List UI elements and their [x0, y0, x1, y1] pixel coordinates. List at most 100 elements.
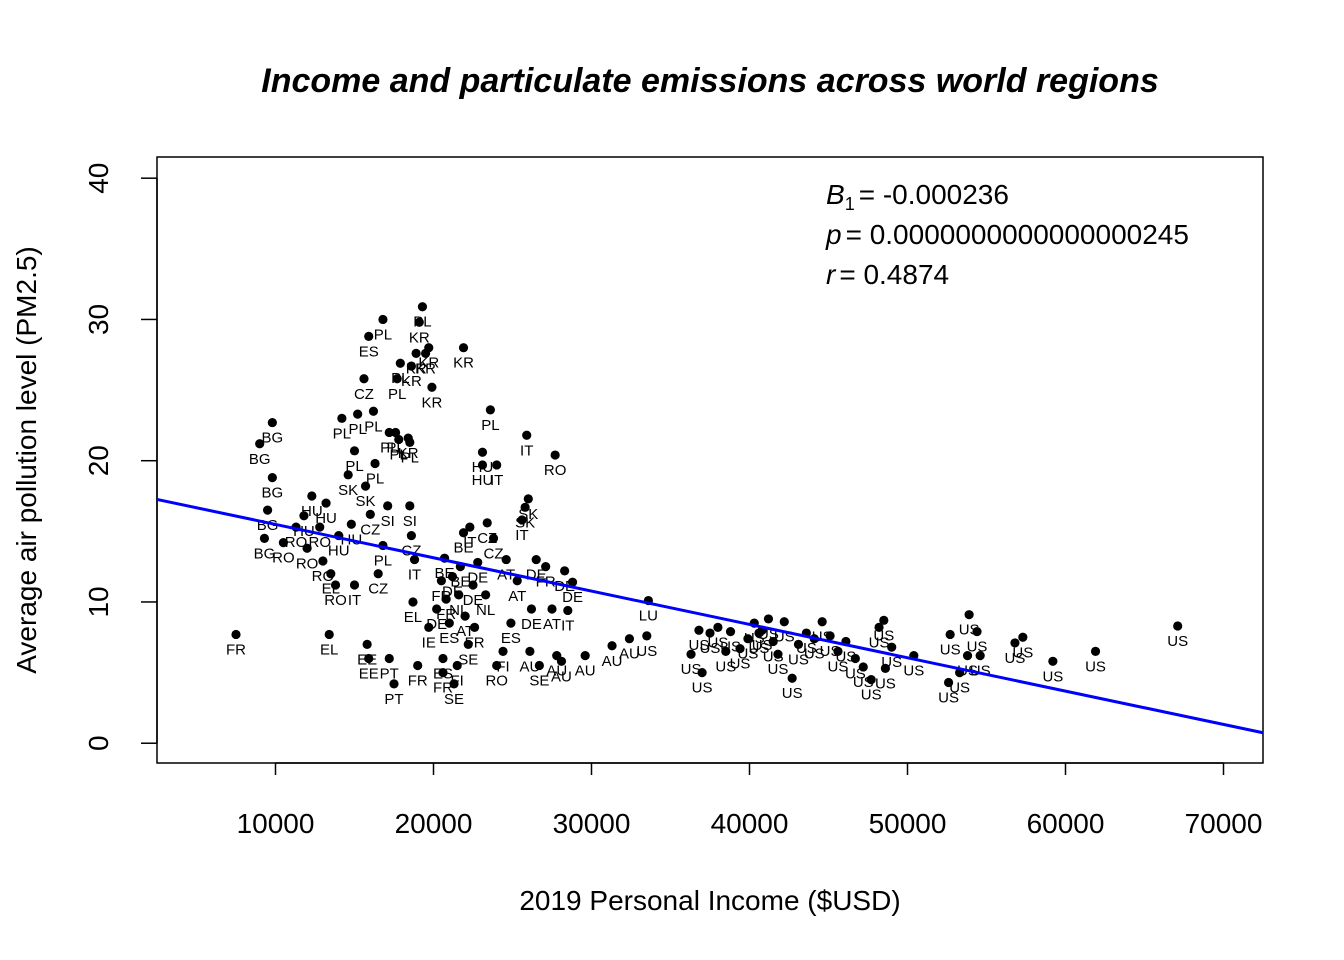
point-label: PL	[386, 439, 404, 456]
point-label: KR	[409, 329, 430, 346]
data-point	[866, 675, 876, 685]
point-label: US	[1005, 650, 1026, 667]
data-point	[964, 610, 974, 620]
point-label: BG	[249, 451, 271, 468]
point-label: US	[737, 646, 758, 663]
data-point	[501, 554, 511, 565]
point-label: BE	[435, 565, 455, 582]
point-label: IT	[463, 534, 476, 551]
data-point	[441, 594, 451, 604]
data-point	[642, 631, 652, 641]
point-label: HU	[328, 543, 350, 560]
point-label: FI	[451, 673, 464, 690]
point-label: BE	[450, 574, 470, 591]
data-point	[1010, 638, 1020, 648]
data-point	[541, 562, 551, 572]
x-tick-label: 10000	[237, 808, 315, 839]
point-label: PL	[348, 421, 366, 438]
point-label: SE	[444, 691, 464, 708]
point-label: HU	[301, 503, 323, 520]
point-label: SK	[338, 482, 358, 499]
data-point	[449, 679, 459, 689]
point-label: US	[861, 687, 882, 704]
point-label: US	[692, 680, 713, 697]
point-label: FR	[465, 634, 485, 651]
point-label: RO	[544, 462, 567, 479]
b1-symbol: B	[826, 179, 845, 210]
data-point	[458, 343, 469, 353]
data-point	[735, 643, 745, 654]
data-point	[321, 498, 331, 508]
data-point	[360, 481, 371, 491]
point-label: IT	[408, 567, 421, 584]
data-point	[405, 501, 415, 511]
point-label: CZ	[354, 386, 374, 403]
data-point	[444, 618, 454, 628]
point-label: PL	[364, 418, 382, 435]
point-label: US	[938, 689, 959, 706]
data-point	[492, 660, 502, 671]
data-point	[607, 641, 617, 651]
point-label: US	[707, 634, 728, 651]
point-label: HU	[472, 459, 494, 476]
point-label: FR	[436, 606, 456, 623]
data-point	[278, 538, 288, 548]
data-point	[880, 663, 890, 673]
data-point	[324, 629, 334, 640]
data-point	[697, 667, 707, 678]
point-label: SI	[403, 513, 417, 530]
point-label: US	[763, 649, 784, 666]
data-point	[694, 625, 704, 635]
point-label: IE	[422, 634, 436, 651]
point-label: PL	[333, 425, 351, 442]
point-label: KR	[415, 360, 436, 377]
x-axis: 10000 20000 30000 40000 50000 60000 70000	[237, 762, 1262, 839]
data-point	[383, 501, 393, 511]
point-label: US	[715, 658, 736, 675]
data-point	[1048, 656, 1058, 666]
b1-subscript: 1	[845, 194, 855, 214]
point-label: DE	[426, 616, 447, 633]
data-point	[315, 522, 325, 532]
point-label: US	[768, 661, 789, 678]
data-point	[408, 597, 418, 607]
point-label: FR	[433, 680, 453, 697]
point-label: DE	[463, 592, 484, 609]
point-label: AU	[575, 663, 596, 680]
point-label: IT	[348, 592, 361, 609]
data-point	[858, 662, 868, 672]
data-point	[368, 406, 379, 416]
data-point	[405, 437, 415, 447]
data-point	[817, 617, 827, 627]
point-label: DE	[467, 569, 488, 586]
data-point	[534, 660, 544, 671]
point-label: SK	[515, 514, 535, 531]
data-point	[517, 515, 527, 525]
point-label: BG	[254, 545, 276, 562]
point-label: PL	[390, 447, 408, 464]
data-point	[563, 605, 573, 616]
data-point	[259, 533, 270, 543]
data-point	[721, 646, 731, 657]
data-point	[263, 505, 273, 515]
point-label: RO	[308, 534, 331, 551]
point-label: EE	[359, 665, 379, 682]
data-point	[525, 646, 535, 657]
data-point	[793, 639, 804, 649]
data-point	[365, 509, 375, 519]
data-point	[389, 679, 399, 689]
point-label: PL	[374, 552, 392, 569]
data-point	[424, 343, 434, 353]
point-label: PL	[345, 458, 363, 475]
data-point	[522, 430, 532, 440]
point-label: CZ	[360, 521, 380, 538]
point-label: EL	[322, 581, 340, 598]
point-label: SE	[458, 651, 478, 668]
data-point	[624, 634, 635, 644]
y-tick-label: 10	[83, 586, 114, 617]
data-point	[725, 627, 736, 637]
data-point	[452, 660, 462, 671]
data-point	[255, 439, 265, 449]
data-point	[468, 580, 478, 590]
